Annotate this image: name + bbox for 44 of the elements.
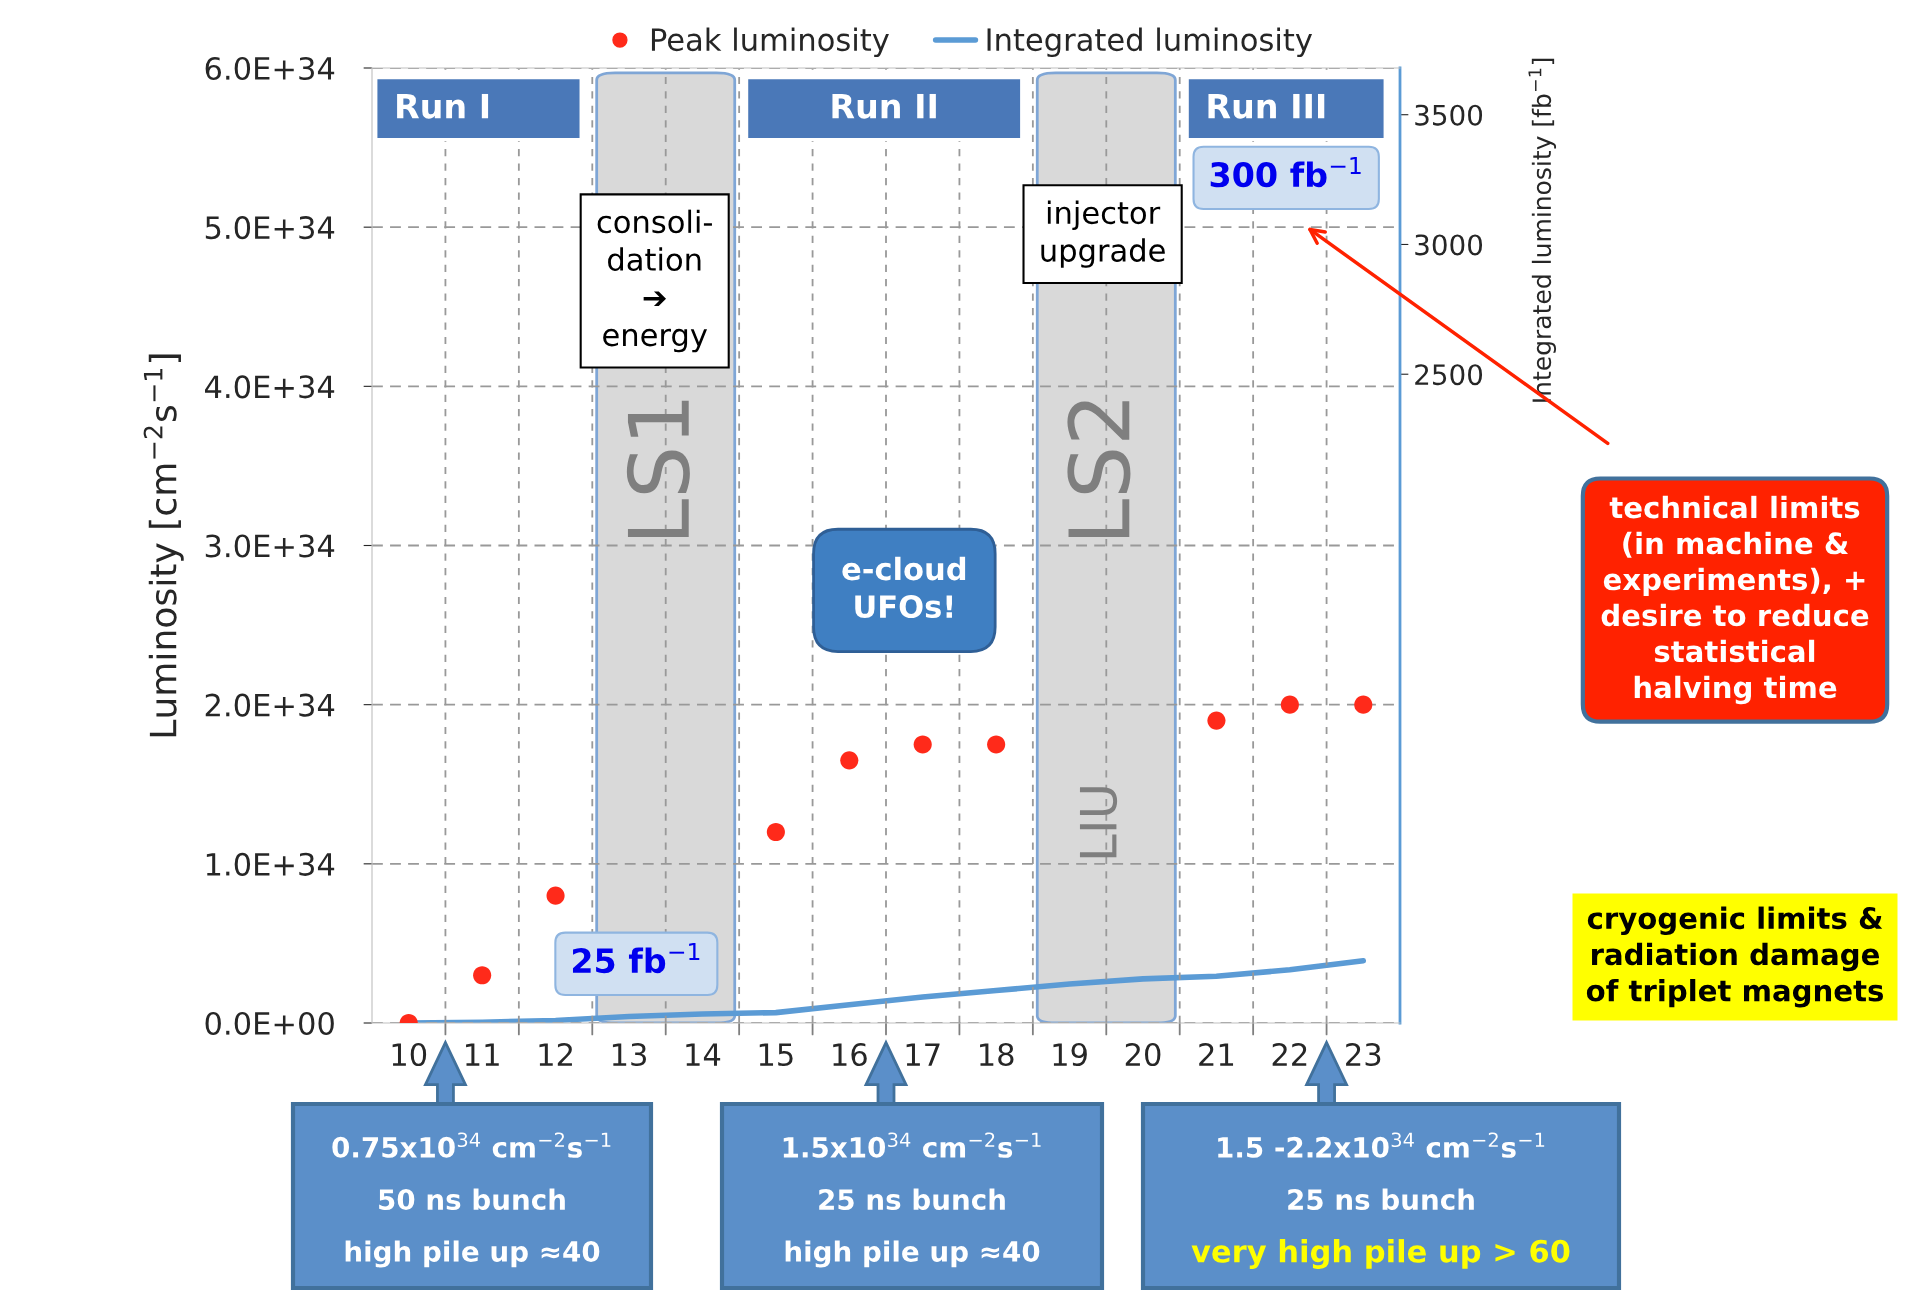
annotation: e-cloud UFOs! [842,556,966,619]
text: 1.5x10$^{34}$ cm$^{−2}$s$^{−1}$ 25 ns bunch high pile up ≈40 [783,1132,1041,1268]
y2-tick-label: 3000 [1415,234,1483,256]
x-tick-label: 18 [980,1042,1014,1067]
annotation: injector upgrade [1041,200,1165,268]
y-axis-title: Luminosity [cm$^{−2}$s$^{−1}$] [143,354,184,737]
y-tick-label: 2.0E+34 [205,693,335,717]
x-tick-label: 22 [1272,1042,1307,1066]
annotation: Run II [832,93,936,119]
y-tick-label: 6.0E+34 [205,56,335,81]
text: 0.75x10$^{34}$ cm$^{−2}$s$^{−1}$ 50 ns bunch high pile up ≈40 [332,1132,611,1268]
legend-label: Integrated luminosity [987,27,1313,58]
annotation: 25 fb$^{−1}$ [572,942,700,974]
text: cryogenic limits & radiation damage of triplet magnets [1586,906,1883,1008]
text: technical limits (in machine & experiments), + desire to reduce statistical halving time [1601,495,1869,705]
x-tick-label: 20 [1125,1042,1161,1067]
band-label: LS2 [1067,401,1131,538]
y-tick-label: 3.0E+34 [205,534,335,558]
y-tick-label: 1.0E+34 [206,852,335,876]
annotation: Run I [397,93,489,119]
x-tick-label: 21 [1199,1042,1234,1066]
x-tick-label: 17 [906,1043,940,1066]
x-tick-label: 16 [833,1042,867,1067]
annotation: Run III [1208,93,1325,119]
band-label: LS1 [626,400,690,538]
x-tick-label: 10 [392,1042,427,1067]
annotation: 300 fb$^{−1}$ [1210,157,1361,188]
legend-label: Peak luminosity [651,27,889,58]
y2-tick-label: 3500 [1415,104,1483,126]
annotation: LIU [1079,787,1118,858]
x-tick-label: 15 [759,1043,793,1067]
x-tick-label: 12 [539,1042,572,1066]
y2-tick-label: 2500 [1415,364,1483,386]
y-tick-label: 0.0E+00 [205,1011,334,1036]
y-tick-label: 5.0E+34 [205,216,335,240]
text: 1.5 -2.2x10$^{34}$ cm$^{−2}$s$^{−1}$ 25 ns bunch very high pile up > 60 [1191,1132,1570,1269]
x-tick-label: 23 [1346,1042,1381,1067]
y2-axis-title: Integrated luminosity [fb$^{−1}$] [1528,58,1557,402]
x-tick-label: 14 [686,1043,721,1066]
annotation: consoli- dation ➔ energy [597,209,712,353]
x-tick-label: 13 [612,1042,646,1067]
x-tick-label: 11 [466,1043,499,1066]
x-tick-label: 19 [1053,1042,1087,1067]
y-tick-label: 4.0E+34 [205,375,335,399]
